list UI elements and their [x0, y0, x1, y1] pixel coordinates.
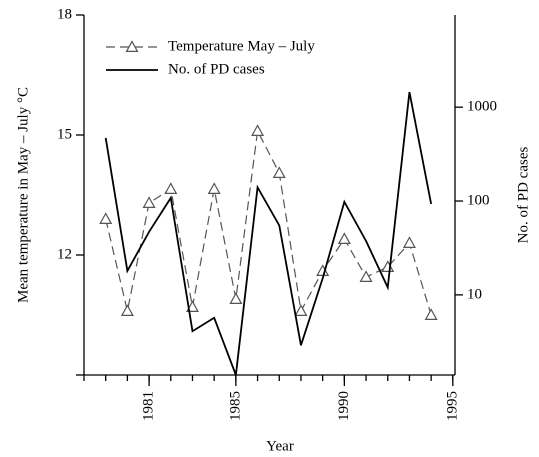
x-tick-label: 1981 [141, 391, 157, 421]
point-marker [424, 308, 438, 320]
y2-tick-label: 10 [467, 286, 482, 302]
point-marker [359, 270, 373, 282]
y-tick-label: 12 [57, 246, 72, 262]
point-marker [120, 304, 134, 316]
point-marker [294, 304, 308, 316]
x-tick-label: 1985 [227, 391, 243, 421]
y2-tick-label: 1000 [467, 99, 497, 115]
point-marker [142, 196, 156, 208]
legend-label: Temperature May – July [168, 38, 315, 54]
legend-marker [125, 40, 139, 53]
point-marker [337, 232, 351, 244]
x-tick-label: 1990 [336, 391, 352, 421]
point-marker [402, 236, 416, 248]
y-axis-label: Mean temperature in May – July °C [15, 87, 31, 303]
point-marker [229, 292, 243, 304]
series-line [104, 91, 433, 376]
point-marker [207, 182, 221, 194]
point-marker [99, 212, 113, 224]
x-tick-label: 1995 [444, 391, 460, 421]
legend-label: No. of PD cases [168, 61, 265, 77]
x-axis-label: Year [266, 438, 294, 454]
series-line [105, 129, 432, 316]
y-tick-label: 15 [57, 126, 72, 142]
y2-tick-label: 100 [467, 192, 490, 208]
y2-axis-label: No. of PD cases [515, 147, 531, 244]
point-marker [251, 124, 265, 136]
y-tick-label: 18 [57, 6, 72, 22]
point-marker [272, 166, 286, 178]
point-marker [164, 182, 178, 194]
